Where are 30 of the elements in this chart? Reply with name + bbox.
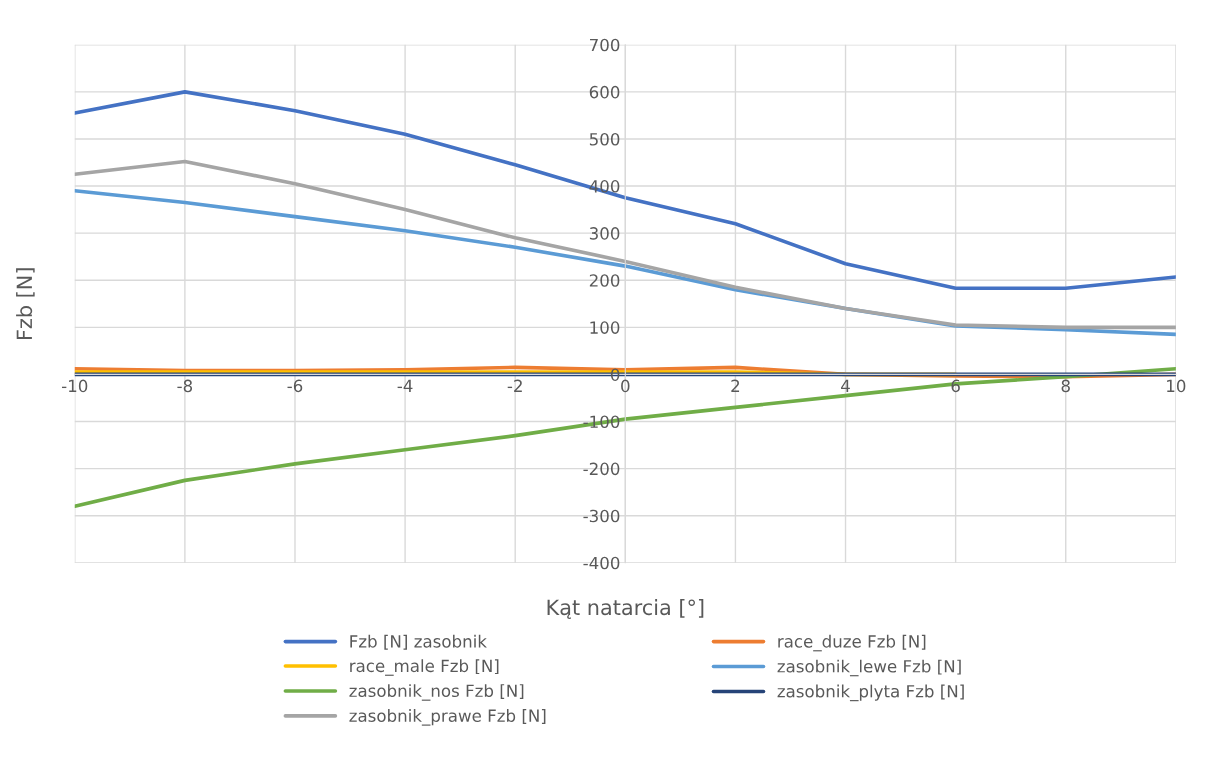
legend-label: zasobnik_plyta Fzb [N] (777, 684, 964, 702)
x-tick-label: 4 (841, 379, 850, 392)
legend-label: zasobnik_lewe Fzb [N] (777, 659, 961, 677)
y-tick-label: 500 (589, 132, 620, 146)
y-tick-label: 300 (589, 227, 620, 240)
y-axis-title: Fzb [N] (16, 268, 35, 340)
x-tick-label: -8 (177, 379, 193, 393)
y-tick-label: 600 (589, 85, 620, 99)
x-tick-label: 8 (1061, 379, 1070, 393)
y-tick-label: 700 (590, 38, 620, 52)
x-tick-label: -2 (507, 379, 522, 392)
y-tick-label: -300 (583, 509, 620, 523)
y-tick-label: -200 (583, 462, 620, 476)
legend-label: zasobnik_nos Fzb [N] (349, 684, 524, 701)
x-tick-label: 2 (731, 379, 740, 392)
y-tick-label: 100 (590, 321, 620, 334)
x-tick-label: 0 (621, 379, 630, 393)
y-tick-label: 400 (589, 180, 620, 193)
x-axis-title: Kąt natarcia [°] (547, 599, 704, 619)
legend-label: Fzb [N] zasobnik (350, 634, 487, 650)
x-tick-label: 10 (1167, 379, 1186, 393)
y-tick-label: -100 (583, 415, 620, 429)
legend-label: race_duze Fzb [N] (778, 634, 926, 652)
legend-label: zasobnik_prawe Fzb [N] (349, 709, 546, 726)
y-tick-label: -400 (583, 556, 620, 570)
x-tick-label: -10 (61, 379, 88, 393)
y-tick-label: 200 (589, 274, 620, 287)
x-tick-label: -6 (287, 379, 303, 393)
legend-label: race_male Fzb [N] (350, 659, 499, 676)
x-tick-label: -4 (397, 379, 413, 392)
